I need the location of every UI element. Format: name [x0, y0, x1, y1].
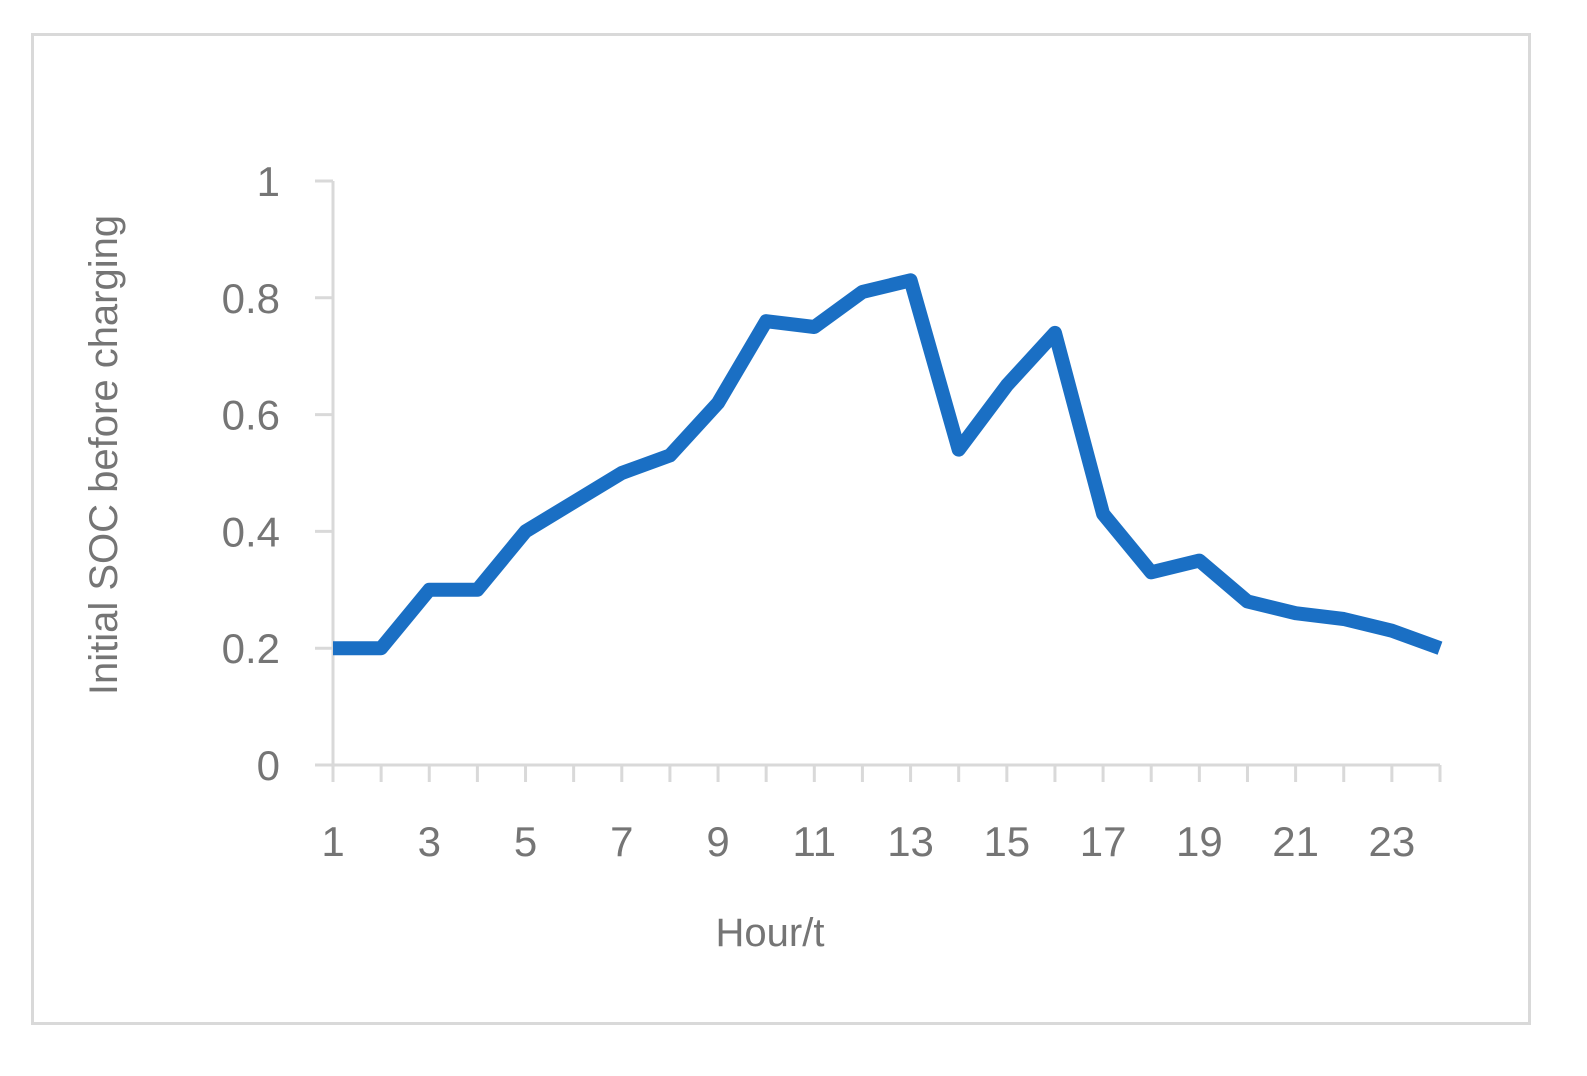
y-tick-label: 0.8	[222, 275, 280, 322]
x-tick-label: 11	[792, 818, 836, 865]
x-tick-label: 5	[514, 818, 537, 865]
axes	[315, 179, 1442, 782]
y-tick-label: 0	[257, 742, 280, 789]
x-tick-label: 7	[610, 818, 633, 865]
y-tick-label: 0.4	[222, 508, 280, 555]
y-axis-title: Initial SOC before charging	[82, 215, 126, 695]
y-tick-label: 0.6	[222, 392, 280, 439]
x-tick-label: 13	[887, 818, 934, 865]
x-tick-label: 3	[418, 818, 441, 865]
y-tick-label: 0.2	[222, 625, 280, 672]
x-tick-labels: 1 3 5 7 9 11 13 15 17 19 21 23	[321, 818, 1415, 865]
x-tick-label: 23	[1369, 818, 1416, 865]
y-tick-label: 1	[257, 158, 280, 205]
x-tick-label: 19	[1176, 818, 1223, 865]
x-tick-label: 9	[706, 818, 729, 865]
series-group	[332, 273, 1443, 656]
x-axis-title: Hour/t	[716, 911, 825, 955]
x-tick-label: 17	[1080, 818, 1127, 865]
x-tick-label: 21	[1272, 818, 1319, 865]
x-tick-label: 1	[321, 818, 344, 865]
chart-frame	[31, 33, 1531, 1025]
x-tick-label: 15	[983, 818, 1030, 865]
y-tick-labels: 0 0.2 0.4 0.6 0.8 1	[222, 158, 280, 789]
series-line	[333, 273, 1443, 656]
